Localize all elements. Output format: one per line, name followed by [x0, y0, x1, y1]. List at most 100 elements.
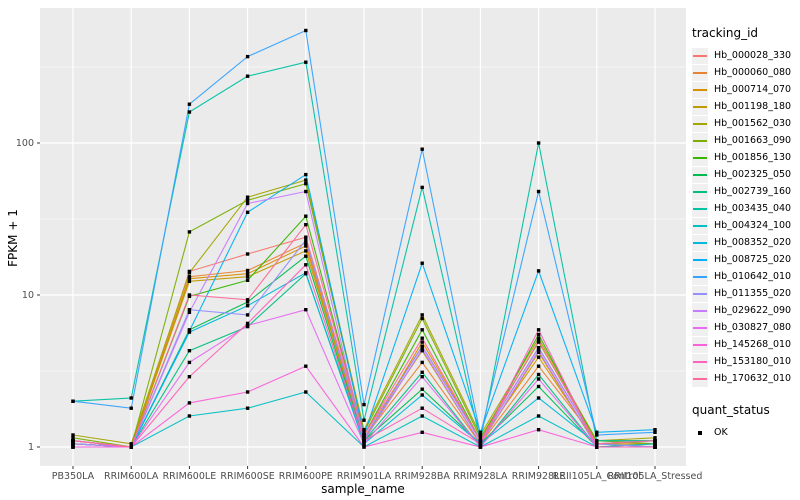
data-point — [478, 433, 483, 437]
legend-item-label: Hb_002325_050 — [714, 169, 792, 180]
x-tick-label: RRIM600SE — [220, 471, 275, 482]
data-point — [536, 336, 541, 340]
data-point — [304, 235, 308, 239]
legend-color-line — [693, 377, 707, 380]
data-point — [304, 28, 308, 33]
data-point — [478, 436, 483, 440]
data-point — [536, 339, 541, 343]
legend-item-label: Hb_001562_030 — [714, 118, 792, 129]
data-point — [362, 445, 366, 449]
legend-color-line — [693, 292, 707, 295]
data-point — [304, 263, 308, 267]
data-point — [245, 74, 250, 78]
data-point — [245, 195, 250, 199]
legend-color-line — [693, 207, 707, 210]
legend-item: Hb_001562_030 — [692, 115, 800, 132]
data-point — [420, 313, 424, 317]
legend-color-line — [693, 173, 707, 176]
data-point — [420, 406, 424, 410]
legend-item: Hb_008352_020 — [692, 234, 800, 251]
legend-item: Hb_153180_010 — [692, 353, 800, 370]
legend-key-line-icon — [692, 268, 708, 285]
legend-item: Hb_008725_020 — [692, 251, 800, 268]
legend-color-line — [693, 258, 707, 261]
legend-color-line — [693, 156, 707, 159]
data-point — [420, 261, 424, 265]
legend-color-line — [693, 71, 707, 74]
legend-item-label: Hb_145268_010 — [714, 339, 792, 350]
data-point — [304, 182, 308, 186]
data-point — [129, 396, 133, 400]
legend-gap — [692, 387, 800, 403]
legend-item: Hb_170632_010 — [692, 370, 800, 387]
data-point — [653, 439, 657, 443]
legend-item-label: Hb_170632_010 — [714, 373, 792, 384]
legend-items-quant-status: OK — [692, 424, 800, 441]
legend-color-line — [693, 105, 707, 108]
legend-color-line — [693, 139, 707, 142]
data-point — [245, 323, 250, 328]
data-point — [187, 329, 192, 333]
data-point — [653, 442, 657, 446]
data-point — [595, 430, 599, 434]
data-point — [187, 102, 192, 106]
legend-item: Hb_000028_330 — [692, 47, 800, 64]
data-point — [245, 268, 250, 273]
data-point — [478, 430, 483, 434]
data-point — [420, 430, 424, 434]
legend-item-label: Hb_030827_080 — [714, 322, 792, 333]
black-square-marker-icon — [698, 430, 702, 435]
data-point — [595, 442, 599, 446]
legend-item-label: Hb_011355_020 — [714, 288, 792, 299]
data-point — [362, 442, 366, 446]
legend-key-square-icon — [692, 425, 708, 441]
legend-color-line — [693, 190, 707, 193]
data-point — [420, 336, 424, 340]
data-point — [420, 185, 424, 190]
data-point — [595, 433, 599, 437]
legend-color-line — [693, 275, 707, 278]
data-point — [536, 141, 541, 145]
data-point — [420, 414, 424, 418]
x-tick-label: RRII105LA_Control — [552, 471, 641, 482]
panel-background — [40, 8, 686, 466]
data-point — [536, 269, 541, 273]
legend-item: Hb_001856_130 — [692, 149, 800, 166]
data-point — [187, 275, 192, 279]
data-point — [536, 355, 541, 359]
legend-title-tracking-id: tracking_id — [692, 26, 759, 40]
data-point — [536, 428, 541, 432]
data-point — [536, 364, 541, 368]
legend-color-line — [693, 122, 707, 125]
legend-item-label: Hb_003435_040 — [714, 203, 792, 214]
x-tick-label: RRII105LA_Stressed — [607, 471, 703, 482]
data-point — [245, 210, 250, 214]
x-tick-label: RRIM928LE — [511, 471, 566, 482]
data-point — [420, 393, 424, 397]
data-point — [245, 198, 250, 202]
data-point — [304, 189, 308, 194]
data-point — [245, 406, 250, 410]
data-point — [304, 172, 308, 177]
data-point — [478, 442, 483, 446]
data-point — [304, 241, 308, 245]
data-point — [653, 428, 657, 432]
data-point — [478, 439, 483, 443]
legend-item: Hb_001198_180 — [692, 98, 800, 115]
data-point — [536, 414, 541, 418]
data-point — [362, 402, 366, 407]
data-point — [362, 436, 366, 440]
x-tick-label: RRIM600PE — [278, 471, 333, 482]
legend-title-quant-status: quant_status — [692, 403, 770, 417]
data-point — [653, 430, 657, 434]
data-point — [187, 293, 192, 297]
x-tick-label: PB350LA — [51, 471, 95, 482]
legend-item: Hb_001663_090 — [692, 132, 800, 149]
data-point — [71, 436, 75, 440]
data-point — [304, 60, 308, 64]
legend-key-line-icon — [692, 115, 708, 132]
data-point — [536, 377, 541, 381]
legend-item-label: Hb_000028_330 — [714, 50, 792, 61]
data-point — [362, 418, 366, 422]
legend-key-line-icon — [692, 149, 708, 166]
